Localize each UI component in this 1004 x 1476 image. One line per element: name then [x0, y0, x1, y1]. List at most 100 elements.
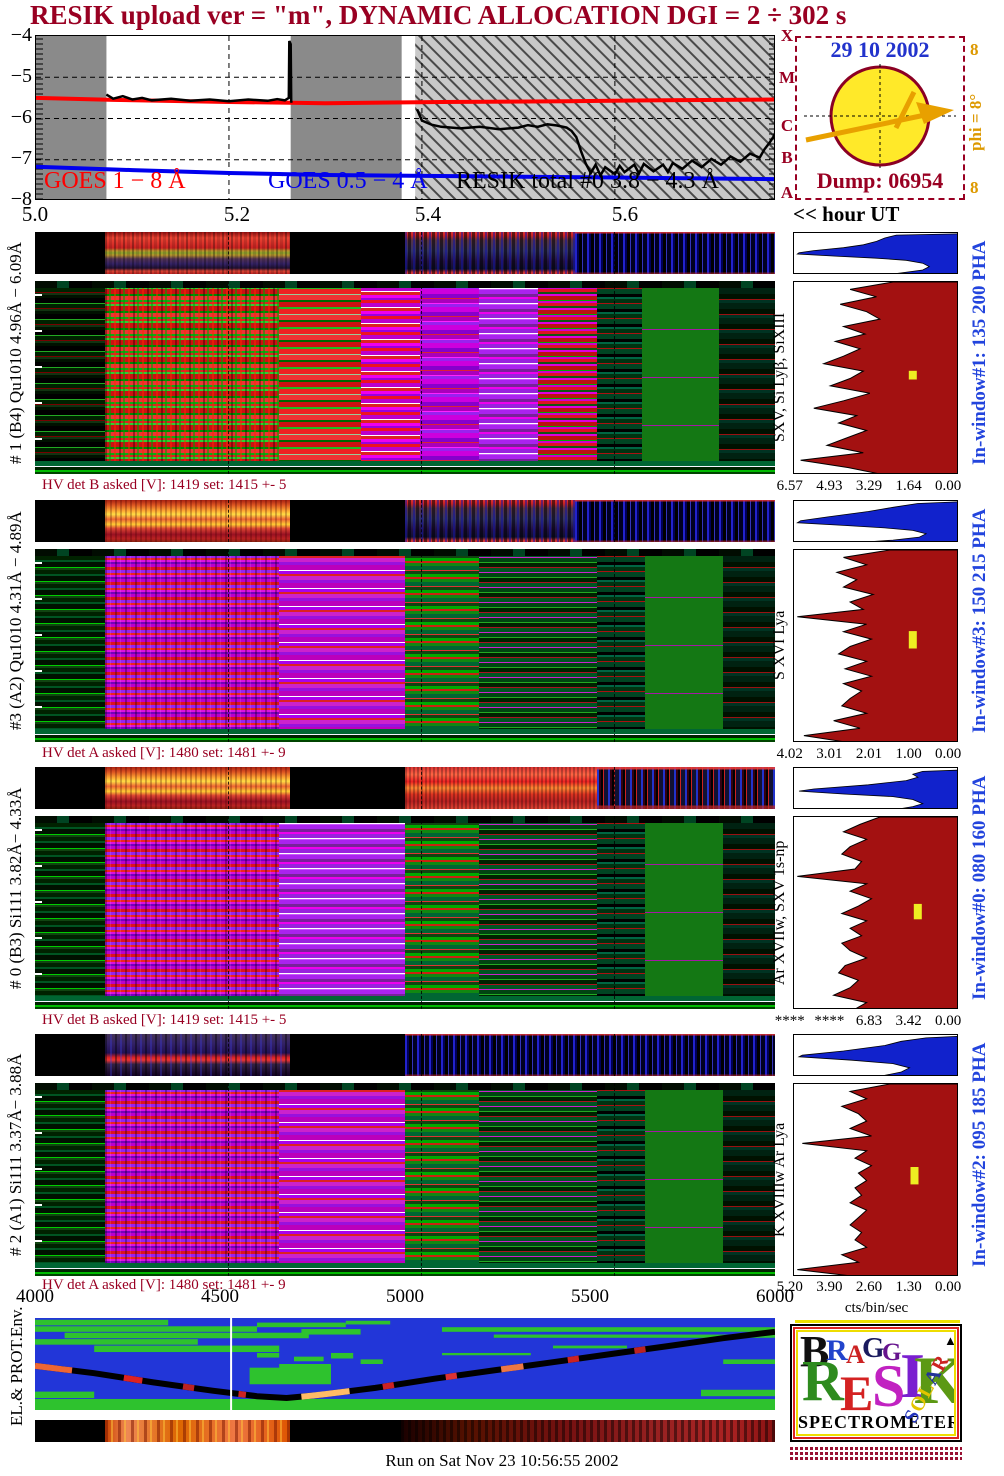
series-GOES-0.5---4-A — [36, 164, 774, 182]
time-gridline — [420, 281, 422, 474]
env-panel-label: EL.& PROT.Env. — [7, 1306, 26, 1426]
spec-segment — [478, 1083, 598, 1276]
pha-profile-0 — [793, 767, 958, 809]
panel-label-2: # 2 (A1) Si111 3.37Å− 3.88Å — [6, 1053, 25, 1257]
time-gridline — [613, 1034, 615, 1076]
pha-strip-0 — [35, 767, 775, 809]
phi-arrow-wing — [893, 91, 917, 130]
pha-segment — [35, 767, 106, 809]
spec-segment — [419, 281, 479, 474]
spectrogram-0 — [35, 816, 775, 1009]
landmass — [331, 1352, 354, 1359]
hour-tick: 5.6 — [611, 202, 639, 226]
track-activity-mark — [238, 1390, 247, 1398]
landmass — [279, 1364, 317, 1369]
spec-segment — [645, 816, 724, 1009]
hist-units-label: cts/bin/sec — [844, 1300, 909, 1316]
hist-tick: 3.29 — [855, 478, 883, 494]
landmass — [345, 1320, 391, 1325]
spec-segment — [645, 549, 724, 742]
current-position-line — [230, 1318, 233, 1410]
track-activity-mark — [301, 1388, 350, 1400]
gray-band — [36, 36, 107, 199]
hour-tick: 5.4 — [414, 202, 442, 226]
hatch-band — [415, 36, 774, 199]
spectrogram-3 — [35, 549, 775, 742]
hist-tick: 4.02 — [776, 746, 803, 762]
spec-segment — [105, 816, 280, 1009]
goes-ytick: −7 — [10, 147, 32, 169]
pha-strip-2 — [35, 1034, 775, 1076]
hist-tick: 6.83 — [855, 1013, 883, 1029]
track-activity-mark — [567, 1355, 580, 1364]
window-marker — [913, 903, 922, 920]
landmass — [442, 1327, 775, 1332]
pha-segment — [35, 1034, 106, 1076]
time-gridline — [227, 232, 229, 274]
pha-profile-2 — [793, 1034, 958, 1076]
hour-tick: 5.0 — [21, 202, 49, 226]
time-gridline — [613, 232, 615, 274]
hist-tick: 1.30 — [895, 1279, 922, 1295]
time-gridline — [420, 500, 422, 542]
hv-status-1: HV det B asked [V]: 1419 set: 1415 +- 5 — [42, 477, 287, 493]
count-histogram-2 — [793, 1083, 958, 1276]
goes-ytick: −8 — [10, 188, 32, 210]
hist-axis-2: 5.20 3.90 2.60 1.30 0.00 — [770, 1279, 968, 1296]
logo-credits-microtext — [790, 1452, 962, 1455]
spec-segment — [404, 816, 479, 1009]
dump-number: Dump: 06954 — [816, 168, 944, 194]
time-gridline — [613, 1083, 615, 1276]
spec-segment — [723, 549, 775, 742]
spec-segment — [597, 816, 646, 1009]
spec-segment — [279, 281, 361, 474]
orbit-tick: 4500 — [201, 1286, 239, 1307]
spec-segment — [279, 1083, 405, 1276]
spec-segment — [597, 281, 642, 474]
species-label-1: SXV, Si Lyβ, SiXIII — [771, 312, 788, 443]
hour-axis-label: << hour UT — [793, 202, 900, 226]
phi-angle-label: phi = 8° — [966, 93, 985, 151]
spec-segment — [35, 1083, 106, 1276]
logo-resik-letter: I — [900, 1340, 925, 1411]
hist-tick: 0.00 — [935, 1013, 962, 1029]
landmass — [257, 1352, 280, 1358]
landmass — [35, 1398, 775, 1410]
logo-bragg-letter: R — [826, 1334, 848, 1367]
red-histogram-area — [797, 817, 957, 1008]
logo-inner: SPECTROMETER BRAGGRESIKSOLAR▲ — [796, 1330, 956, 1436]
hist-tick: 1.00 — [895, 746, 922, 762]
hist-tick: 3.90 — [816, 1279, 843, 1295]
orbit-ground-track-map — [35, 1318, 775, 1410]
red-histogram-area — [797, 1084, 957, 1275]
activity-segment — [35, 1420, 106, 1442]
blue-profile-area — [798, 769, 957, 808]
logo-bragg-letter: A — [846, 1340, 865, 1369]
goes-class-b: B — [781, 148, 793, 167]
time-gridline — [227, 1083, 229, 1276]
spec-segment — [279, 816, 405, 1009]
pha-segment — [575, 500, 775, 542]
time-gridline — [227, 500, 229, 542]
goes-ytick: −6 — [10, 106, 32, 128]
time-gridline — [420, 1034, 422, 1076]
run-timestamp: Run on Sat Nov 23 10:56:55 2002 — [385, 1451, 619, 1470]
time-gridline — [420, 232, 422, 274]
goes-ytick: −4 — [10, 24, 32, 46]
time-gridline — [227, 549, 229, 742]
landmass — [701, 1389, 775, 1397]
landmass — [308, 1364, 331, 1369]
hist-axis-1: 6.57 4.93 3.29 1.64 0.00 — [770, 478, 968, 495]
hist-tick: 3.42 — [895, 1013, 922, 1029]
landmass — [723, 1359, 775, 1364]
spec-minor-ticks — [35, 816, 42, 1009]
hist-tick: 2.01 — [855, 746, 883, 762]
hist-tick: 5.20 — [776, 1279, 803, 1295]
spec-segment — [35, 549, 106, 742]
phi-arrow-head — [916, 102, 954, 125]
logo-red-frame: SPECTROMETER BRAGGRESIKSOLAR▲ — [793, 1327, 959, 1439]
time-gridline — [613, 549, 615, 742]
spec-segment — [35, 816, 106, 1009]
logo-credits-microtext — [790, 1457, 962, 1460]
spec-segment — [719, 281, 775, 474]
